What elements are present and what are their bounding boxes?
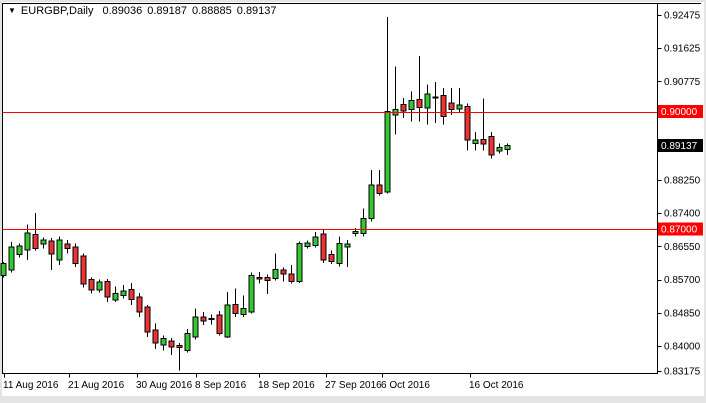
date-tick-label: 21 Aug 2016	[68, 380, 125, 391]
price-tick-label: 0.85700	[664, 275, 701, 286]
candle-body	[48, 240, 55, 255]
candle-body	[352, 231, 359, 235]
candle-body	[400, 104, 407, 112]
candle-body	[504, 144, 511, 150]
date-tick-label: 8 Sep 2016	[195, 380, 247, 391]
symbol-dropdown-icon[interactable]: ▼	[8, 6, 16, 15]
candle-body	[216, 314, 223, 335]
candle-body	[120, 290, 127, 296]
date-tick-label: 18 Sep 2016	[258, 380, 315, 391]
candle-body	[112, 292, 119, 301]
candle-body	[0, 263, 7, 276]
candle-body	[240, 308, 247, 316]
candle-body	[128, 288, 135, 301]
candle-body	[496, 147, 503, 152]
candle-body	[336, 243, 343, 265]
candle-body	[424, 93, 431, 109]
candle-body	[96, 281, 103, 291]
candle-body	[16, 245, 23, 255]
candle-body	[256, 276, 263, 280]
candle-body	[456, 104, 463, 110]
price-label-bg	[658, 105, 703, 119]
candle-body	[192, 316, 199, 338]
plot-background	[3, 3, 657, 373]
price-tick-label: 0.91625	[664, 44, 701, 55]
candle-body	[80, 255, 87, 285]
price-label-bg	[658, 222, 703, 236]
candle-body	[304, 242, 311, 247]
candle-body	[64, 243, 71, 249]
candle-body	[448, 102, 455, 111]
candle-body	[272, 269, 279, 279]
quote-open: 0.89036	[102, 5, 143, 17]
symbol-timeframe-label: EURGBP,Daily	[20, 5, 94, 17]
quote-header: ▼ EURGBP,Daily 0.89036 0.89187 0.88885 0.8913…	[8, 5, 282, 17]
candle-body	[168, 340, 175, 348]
candle-body	[32, 233, 39, 249]
candle-body	[472, 139, 479, 145]
candle-body	[248, 274, 255, 313]
price-tick-label: 0.84000	[664, 342, 701, 353]
price-label-bg	[658, 138, 703, 152]
quote-low: 0.88885	[192, 5, 232, 17]
candle-body	[368, 184, 375, 219]
price-tick-label: 0.83175	[664, 367, 701, 378]
candle-body	[488, 136, 495, 156]
candle-body	[56, 239, 63, 261]
candle-body	[24, 232, 31, 251]
axis-price-label: 0.87000	[661, 224, 698, 235]
candle-body	[344, 243, 351, 248]
price-tick-label: 0.92475	[664, 11, 701, 22]
price-tick-label: 0.87400	[664, 209, 701, 220]
candle-body	[184, 333, 191, 351]
candle-body	[200, 316, 207, 322]
price-tick-label: 0.84850	[664, 308, 701, 319]
candle-body	[384, 110, 391, 193]
candle-body	[208, 317, 215, 320]
candle-body	[288, 273, 295, 283]
candle-body	[280, 269, 287, 275]
axis-price-label: 0.90000	[661, 107, 698, 118]
price-tick-label: 0.88250	[664, 176, 701, 187]
candle-body	[144, 306, 151, 333]
candle-body	[376, 184, 383, 194]
candle-body	[40, 239, 47, 245]
candle-body	[88, 279, 95, 291]
candle-body	[264, 276, 271, 281]
candle-body	[320, 233, 327, 261]
candle-body	[312, 236, 319, 246]
candle-body	[328, 254, 335, 263]
candle-body	[480, 138, 487, 145]
candle-body	[408, 100, 415, 111]
price-tick-label: 0.90775	[664, 77, 701, 88]
candle-body	[152, 329, 159, 344]
candle-body	[416, 99, 423, 108]
date-tick-label: 30 Aug 2016	[136, 380, 193, 391]
quote-high: 0.89187	[147, 5, 187, 17]
date-tick-label: 6 Oct 2016	[381, 380, 430, 391]
candle-body	[104, 281, 111, 298]
price-tick-label: 0.86550	[664, 242, 701, 253]
candle-body	[296, 243, 303, 283]
candle-body	[440, 94, 447, 117]
candle-body	[136, 296, 143, 313]
candle-body	[72, 246, 79, 265]
candle-body	[224, 304, 231, 338]
candle-body	[176, 344, 183, 349]
candle-body	[8, 246, 15, 271]
candle-body	[232, 303, 239, 315]
candle-body	[160, 338, 167, 346]
candle-body	[464, 106, 471, 141]
date-tick-label: 27 Sep 2016	[325, 380, 382, 391]
date-tick-label: 16 Oct 2016	[469, 380, 524, 391]
date-tick-label: 11 Aug 2016	[3, 380, 59, 391]
candle-body	[432, 96, 439, 99]
quote-close: 0.89137	[236, 5, 277, 17]
candle-body	[360, 217, 367, 235]
axis-price-label: 0.89137	[661, 141, 698, 152]
